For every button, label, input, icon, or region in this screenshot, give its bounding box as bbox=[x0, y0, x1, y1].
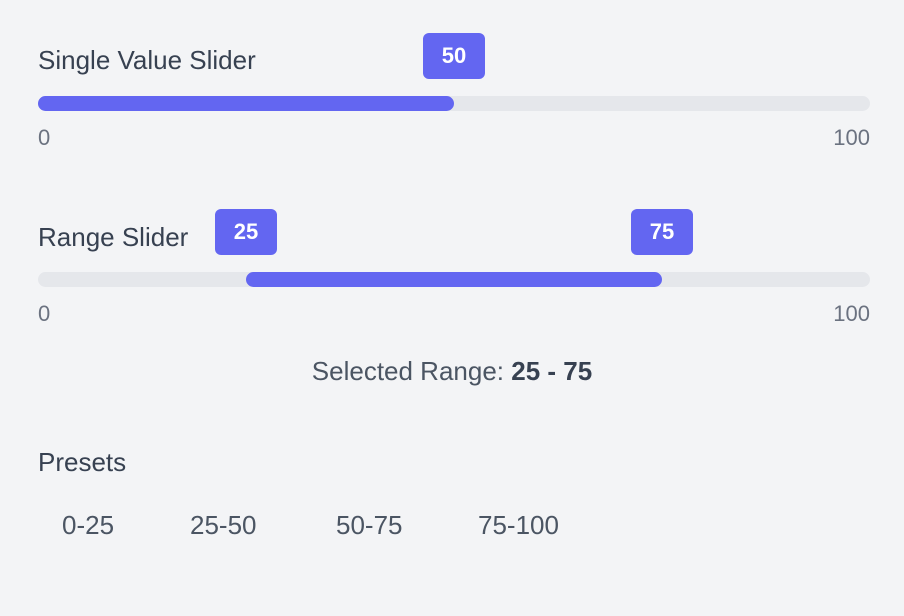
range-slider-high-badge: 75 bbox=[631, 209, 693, 255]
range-slider-fill[interactable] bbox=[246, 272, 662, 287]
single-slider-label: Single Value Slider bbox=[38, 45, 256, 75]
selected-range-text: Selected Range: 25 - 75 bbox=[0, 358, 904, 384]
range-slider-label: Range Slider bbox=[38, 222, 189, 252]
single-slider-min-label: 0 bbox=[38, 125, 51, 150]
single-slider-fill[interactable] bbox=[38, 96, 454, 111]
selected-range-value: 25 - 75 bbox=[511, 356, 593, 386]
selected-range-prefix: Selected Range: bbox=[311, 356, 512, 386]
single-slider-track[interactable] bbox=[38, 96, 870, 111]
preset-button-75-100[interactable]: 75-100 bbox=[478, 510, 559, 540]
single-slider-value-badge: 50 bbox=[423, 33, 485, 79]
range-slider-max-label: 100 bbox=[833, 301, 870, 326]
presets-title: Presets bbox=[38, 447, 127, 477]
preset-button-25-50[interactable]: 25-50 bbox=[190, 510, 257, 540]
preset-button-0-25[interactable]: 0-25 bbox=[62, 510, 115, 540]
single-slider-max-label: 100 bbox=[833, 125, 870, 150]
range-slider-low-badge: 25 bbox=[215, 209, 277, 255]
range-slider-min-label: 0 bbox=[38, 301, 51, 326]
preset-button-50-75[interactable]: 50-75 bbox=[336, 510, 403, 540]
range-slider-track[interactable] bbox=[38, 272, 870, 287]
